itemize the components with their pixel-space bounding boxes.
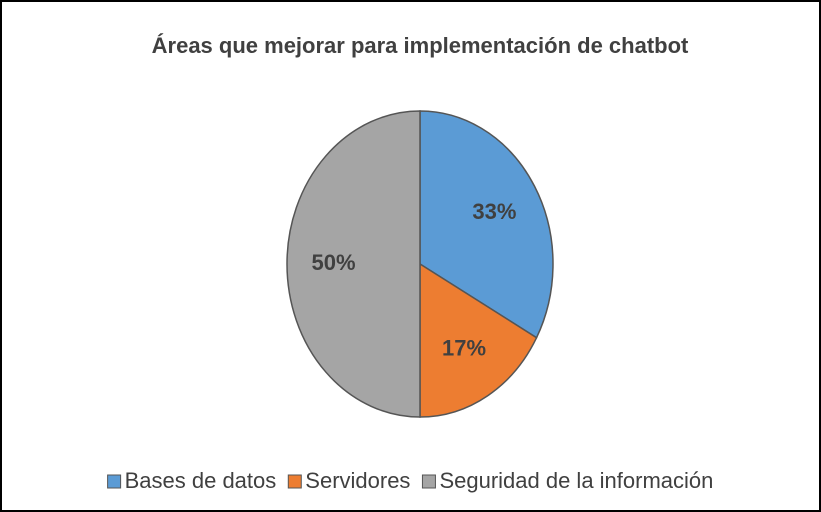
pie-slice (419, 110, 554, 339)
legend-label: Servidores (305, 468, 410, 493)
data-label: 50% (312, 250, 356, 275)
legend-marker (107, 474, 122, 489)
data-label: 33% (472, 199, 516, 224)
legend-label: Seguridad de la información (439, 468, 713, 493)
data-label: 17% (442, 335, 486, 360)
pie-slice (286, 110, 421, 418)
legend-marker (287, 474, 302, 489)
legend-marker (421, 474, 436, 489)
legend-label: Bases de datos (125, 468, 277, 493)
pie-slice (419, 262, 538, 418)
chart-title: Áreas que mejorar para implementación de… (152, 33, 689, 58)
